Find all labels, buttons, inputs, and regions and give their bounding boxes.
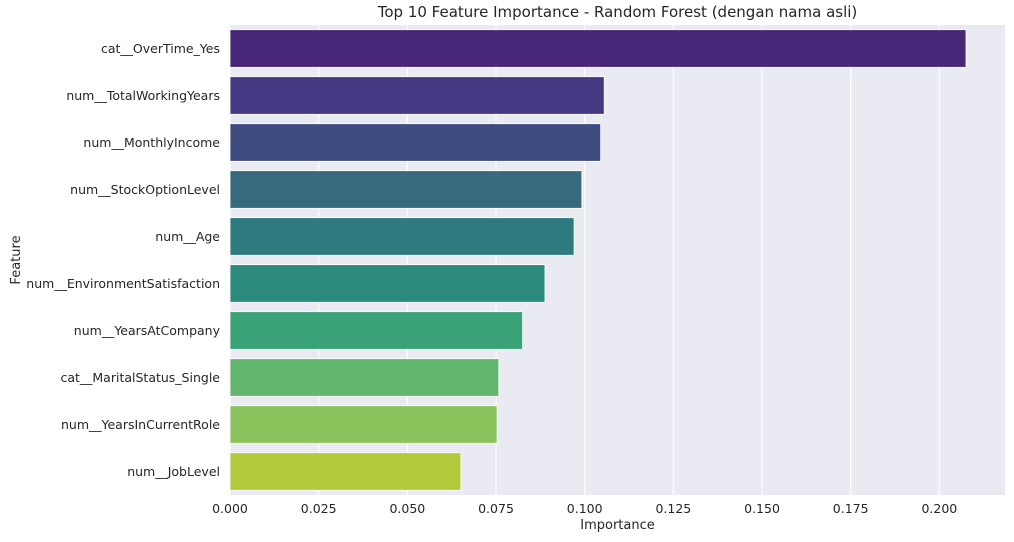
bar [229,311,524,350]
y-tick-label: num__MonthlyIncome [83,135,220,150]
bar [229,217,575,256]
bar [229,170,583,209]
x-tick-label: 0.150 [744,501,780,516]
y-tick-label: num__Age [155,229,220,244]
x-tick-label: 0.025 [301,501,337,516]
bar [229,29,967,68]
bar [229,358,500,397]
y-tick-label: num__EnvironmentSatisfaction [26,276,220,291]
y-tick-label: cat__MaritalStatus_Single [60,370,220,385]
x-tick-label: 0.075 [478,501,514,516]
y-tick-label: num__YearsInCurrentRole [61,417,220,432]
bars [229,29,967,491]
x-tick-label: 0.175 [833,501,869,516]
y-tick-label: num__TotalWorkingYears [66,88,220,103]
x-axis-label: Importance [580,518,655,533]
x-tick-label: 0.000 [212,501,248,516]
y-axis-label: Feature [9,235,24,284]
bar [229,452,462,491]
bar [229,123,602,162]
x-tick-label: 0.050 [389,501,425,516]
x-tick-label: 0.125 [655,501,691,516]
bar [229,405,498,444]
x-tick-label: 0.200 [921,501,957,516]
x-tick-label: 0.100 [567,501,603,516]
chart-title: Top 10 Feature Importance - Random Fores… [377,3,858,21]
bar [229,264,546,303]
x-tick-labels: 0.000 0.025 0.050 0.075 0.100 0.125 0.150 0.175… [212,501,957,516]
y-tick-label: num__StockOptionLevel [70,182,220,197]
y-tick-label: cat__OverTime_Yes [101,41,220,56]
y-tick-label: num__JobLevel [127,464,220,479]
y-tick-label: num__YearsAtCompany [74,323,221,338]
bar [229,76,605,115]
y-tick-labels: cat__OverTime_Yes num__TotalWorkingYearsn… [26,41,220,479]
